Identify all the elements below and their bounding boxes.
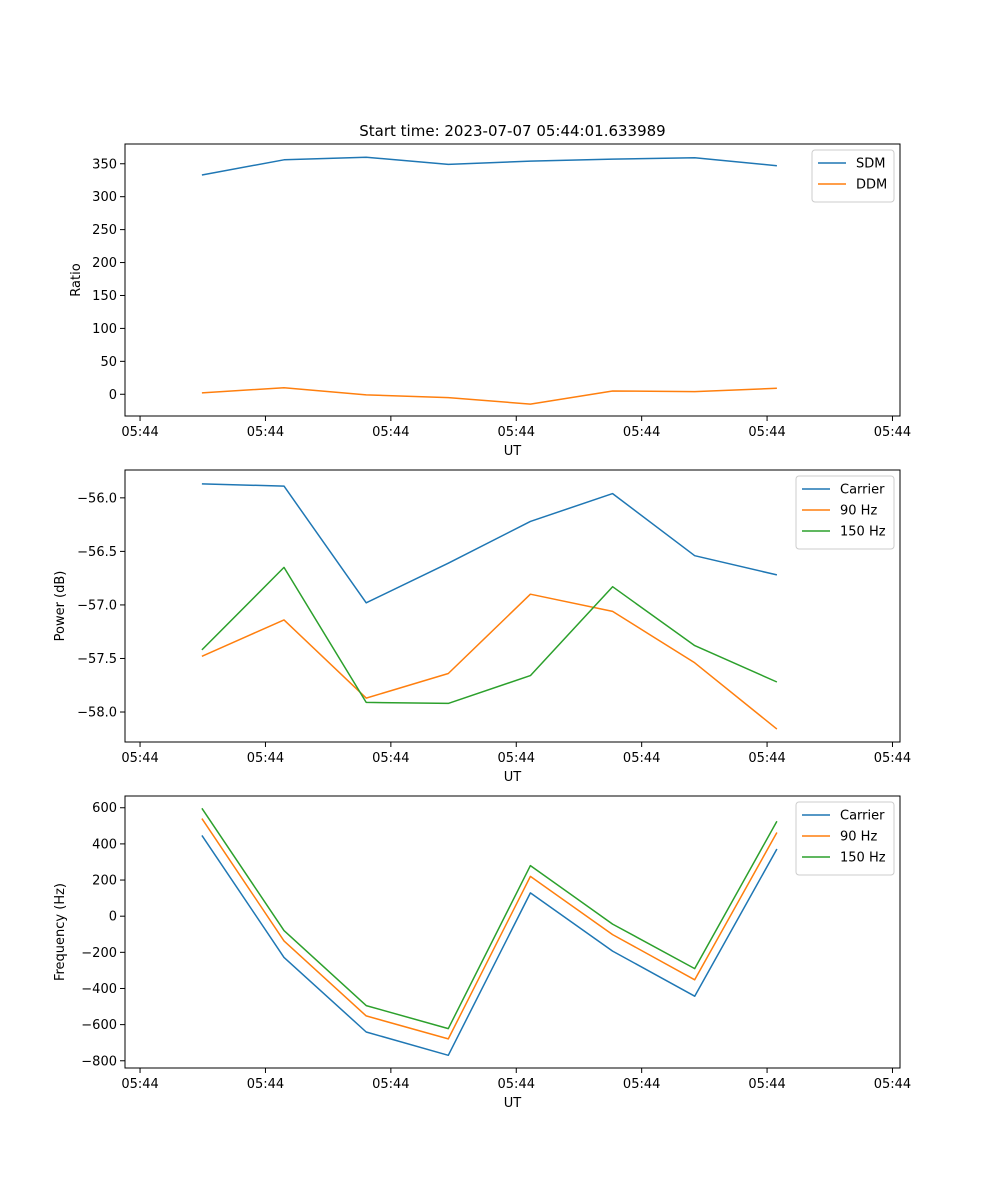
x-tick-label: 05:44 — [623, 1077, 660, 1092]
series-line-150-hz — [201, 807, 778, 1030]
legend-label: Carrier — [840, 809, 885, 824]
series-line-90-hz — [201, 593, 778, 730]
y-tick-label: −56.5 — [77, 545, 117, 560]
x-tick-label: 05:44 — [874, 1077, 911, 1092]
legend-label: 90 Hz — [840, 830, 877, 845]
legend-label: SDM — [856, 157, 885, 172]
y-axis-label: Frequency (Hz) — [53, 883, 68, 981]
x-tick-label: 05:44 — [623, 425, 660, 440]
y-tick-label: 150 — [92, 289, 117, 304]
y-tick-label: 400 — [92, 837, 117, 852]
x-tick-label: 05:44 — [748, 425, 785, 440]
y-tick-label: −57.0 — [77, 598, 117, 613]
series-line-carrier — [201, 483, 778, 604]
series-line-150-hz — [201, 566, 778, 705]
x-tick-label: 05:44 — [874, 751, 911, 766]
y-tick-label: −56.0 — [77, 491, 117, 506]
x-tick-label: 05:44 — [498, 1077, 535, 1092]
x-tick-label: 05:44 — [121, 1077, 158, 1092]
series-line-sdm — [201, 156, 777, 176]
x-tick-label: 05:44 — [247, 751, 284, 766]
x-tick-label: 05:44 — [748, 1077, 785, 1092]
y-tick-label: 300 — [92, 190, 117, 205]
legend: Carrier 90 Hz 150 Hz — [795, 475, 895, 550]
figure-title: Start time: 2023-07-07 05:44:01.633989 — [359, 122, 665, 140]
series-line-ddm — [201, 386, 777, 405]
x-tick-label: 05:44 — [372, 1077, 409, 1092]
x-tick-label: 05:44 — [748, 751, 785, 766]
x-axis-label: UT — [504, 1096, 522, 1111]
y-tick-label: −800 — [81, 1054, 117, 1069]
x-tick-label: 05:44 — [121, 425, 158, 440]
x-tick-label: 05:44 — [247, 1077, 284, 1092]
legend-label: 150 Hz — [840, 525, 886, 540]
plot-frame — [124, 795, 901, 1069]
x-tick-label: 05:44 — [623, 751, 660, 766]
chart-panel-1: 05:44 05:44 05:44 05:44 05:44 05:44 05:44 0 50 10… — [69, 143, 911, 459]
x-tick-label: 05:44 — [121, 751, 158, 766]
plot-frame — [124, 469, 901, 743]
x-axis-label: UT — [504, 444, 522, 459]
x-tick-label: 05:44 — [874, 425, 911, 440]
x-axis-label: UT — [504, 770, 522, 785]
y-axis-label: Power (dB) — [53, 571, 68, 642]
legend-label: Carrier — [840, 483, 885, 498]
chart-panel-2: 05:44 05:44 05:44 05:44 05:44 05:44 05:44 −58.0… — [53, 469, 911, 785]
y-tick-label: −58.0 — [77, 706, 117, 721]
y-tick-label: 50 — [100, 355, 117, 370]
x-tick-label: 05:44 — [498, 751, 535, 766]
x-tick-label: 05:44 — [372, 425, 409, 440]
plot-frame — [124, 143, 901, 417]
legend-label: 150 Hz — [840, 851, 886, 866]
y-tick-label: 0 — [109, 388, 117, 403]
y-tick-label: 100 — [92, 322, 117, 337]
legend: SDM DDM — [811, 149, 895, 203]
series-line-carrier — [201, 834, 778, 1057]
x-tick-label: 05:44 — [372, 751, 409, 766]
y-tick-label: 200 — [92, 874, 117, 889]
y-tick-label: 350 — [92, 157, 117, 172]
y-axis-label: Ratio — [69, 263, 84, 296]
y-tick-label: 600 — [92, 801, 117, 816]
legend-label: DDM — [856, 178, 887, 193]
x-tick-label: 05:44 — [247, 425, 284, 440]
x-tick-label: 05:44 — [498, 425, 535, 440]
y-tick-label: −600 — [81, 1018, 117, 1033]
series-line-90-hz — [201, 818, 778, 1040]
y-tick-label: −200 — [81, 946, 117, 961]
y-tick-label: 200 — [92, 256, 117, 271]
legend: Carrier 90 Hz 150 Hz — [795, 801, 895, 876]
chart-panel-3: 05:44 05:44 05:44 05:44 05:44 05:44 05:44 −800 −… — [53, 795, 911, 1111]
y-tick-label: −57.5 — [77, 652, 117, 667]
legend-label: 90 Hz — [840, 504, 877, 519]
y-tick-label: 0 — [109, 910, 117, 925]
y-tick-label: 250 — [92, 223, 117, 238]
y-tick-label: −400 — [81, 982, 117, 997]
